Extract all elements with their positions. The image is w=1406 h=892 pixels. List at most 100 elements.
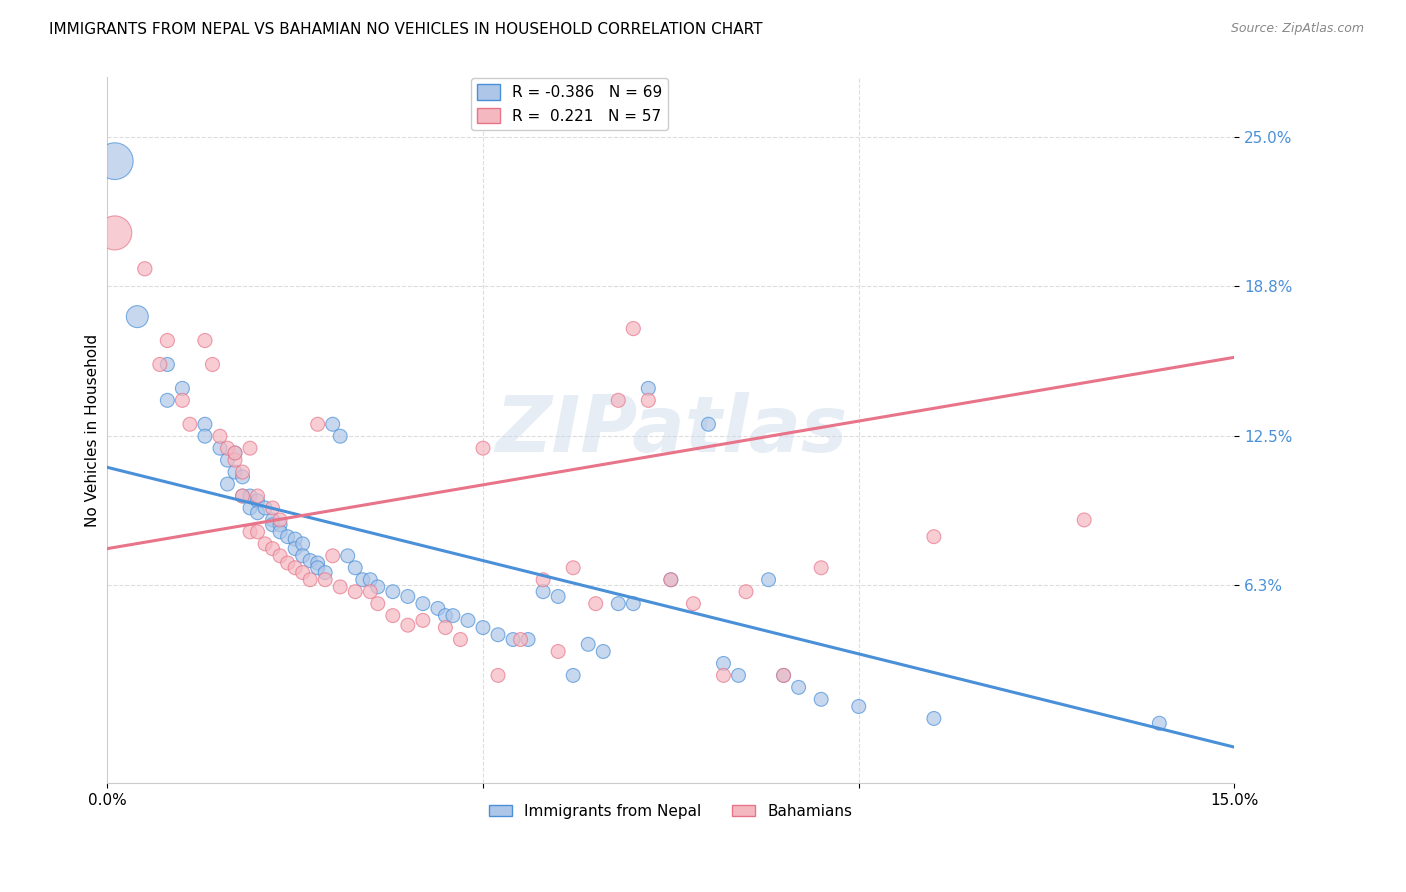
Point [531,584,554,599]
Point [284,532,307,546]
Point [359,573,381,587]
Point [509,632,531,647]
Point [299,553,322,567]
Point [621,321,644,335]
Point [246,524,269,539]
Point [1073,513,1095,527]
Point [486,628,509,642]
Point [359,584,381,599]
Point [329,580,352,594]
Point [224,465,246,479]
Point [231,489,253,503]
Text: Source: ZipAtlas.com: Source: ZipAtlas.com [1230,22,1364,36]
Point [231,489,253,503]
Point [246,489,269,503]
Point [441,608,464,623]
Point [156,334,179,348]
Point [291,566,314,580]
Point [291,549,314,563]
Point [307,556,329,570]
Point [585,597,607,611]
Point [848,699,870,714]
Point [262,500,284,515]
Point [239,500,262,515]
Legend: Immigrants from Nepal, Bahamians: Immigrants from Nepal, Bahamians [484,797,859,825]
Point [434,608,457,623]
Point [269,513,291,527]
Point [472,441,495,455]
Point [381,584,404,599]
Point [637,381,659,395]
Point [336,549,359,563]
Point [713,657,735,671]
Point [697,417,720,432]
Point [344,584,367,599]
Point [607,393,630,408]
Point [156,393,179,408]
Point [179,417,201,432]
Point [217,441,239,455]
Point [291,537,314,551]
Point [262,517,284,532]
Point [239,441,262,455]
Point [246,506,269,520]
Point [367,580,389,594]
Point [201,358,224,372]
Point [531,573,554,587]
Point [224,446,246,460]
Point [262,541,284,556]
Point [502,632,524,647]
Point [217,477,239,491]
Point [810,561,832,575]
Point [314,573,336,587]
Point [772,668,794,682]
Point [344,561,367,575]
Point [352,573,374,587]
Point [621,597,644,611]
Point [922,711,945,725]
Point [659,573,682,587]
Point [299,573,322,587]
Point [457,614,479,628]
Point [104,226,127,240]
Text: IMMIGRANTS FROM NEPAL VS BAHAMIAN NO VEHICLES IN HOUSEHOLD CORRELATION CHART: IMMIGRANTS FROM NEPAL VS BAHAMIAN NO VEH… [49,22,762,37]
Point [412,597,434,611]
Point [426,601,449,615]
Point [239,489,262,503]
Point [787,681,810,695]
Point [576,637,599,651]
Point [262,513,284,527]
Point [396,618,419,632]
Point [104,154,127,169]
Point [547,590,569,604]
Point [1149,716,1171,731]
Point [127,310,149,324]
Point [322,417,344,432]
Point [194,417,217,432]
Point [284,561,307,575]
Point [246,493,269,508]
Point [322,549,344,563]
Point [156,358,179,372]
Point [682,597,704,611]
Point [607,597,630,611]
Point [269,524,291,539]
Point [922,530,945,544]
Point [254,537,277,551]
Point [172,381,194,395]
Point [314,566,336,580]
Point [277,530,299,544]
Point [149,358,172,372]
Point [486,668,509,682]
Point [449,632,471,647]
Point [307,417,329,432]
Point [772,668,794,682]
Point [224,453,246,467]
Point [208,441,231,455]
Point [277,556,299,570]
Point [367,597,389,611]
Y-axis label: No Vehicles in Household: No Vehicles in Household [86,334,100,527]
Point [239,524,262,539]
Point [412,614,434,628]
Point [284,541,307,556]
